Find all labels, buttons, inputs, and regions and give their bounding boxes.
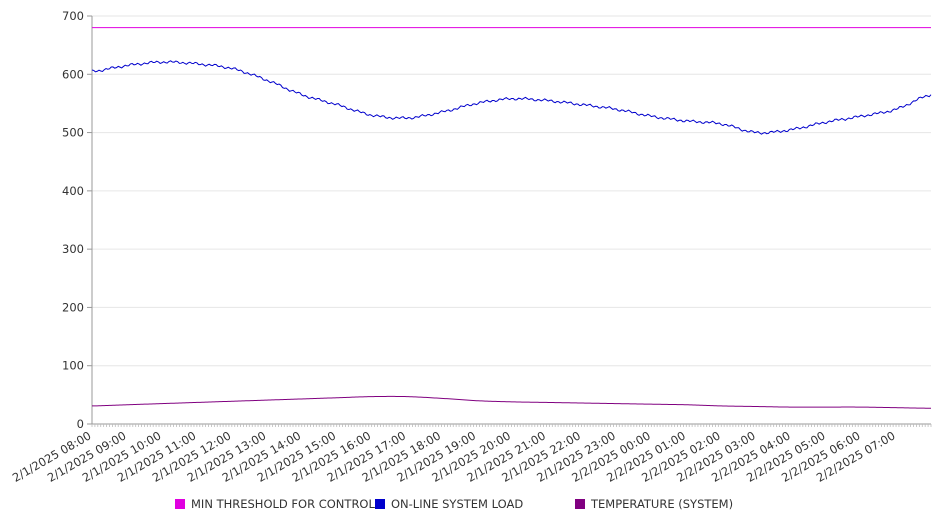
chart-legend: MIN THRESHOLD FOR CONTROL ON-LINE SYSTEM … [0,497,946,515]
legend-item-1[interactable]: ON-LINE SYSTEM LOAD [375,497,523,511]
legend-label-2: TEMPERATURE (SYSTEM) [591,497,734,511]
y-tick-label-4: 400 [62,184,84,198]
y-tick-labels: 0 100 200 300 400 500 600 700 [62,9,84,431]
grid-lines [92,15,931,367]
legend-label-1: ON-LINE SYSTEM LOAD [391,497,524,511]
axes [87,15,932,427]
y-tick-label-6: 600 [62,67,84,81]
series-lines [91,27,932,409]
legend-label-0: MIN THRESHOLD FOR CONTROL [191,497,375,511]
legend-item-0[interactable]: MIN THRESHOLD FOR CONTROL [175,497,375,511]
y-tick-label-5: 500 [62,126,84,140]
series-line-1 [91,60,932,135]
x-tick-labels: 2/1/2025 08:002/1/2025 09:002/1/2025 10:… [10,428,898,484]
y-tick-label-1: 100 [62,359,84,373]
y-tick-label-7: 700 [62,9,84,23]
series-line-2 [91,395,932,409]
legend-swatch-0 [175,499,185,509]
y-tick-label-3: 300 [62,242,84,256]
legend-swatch-2 [575,499,585,509]
legend-swatch-1 [375,499,385,509]
y-tick-label-0: 0 [77,417,84,431]
legend-item-2[interactable]: TEMPERATURE (SYSTEM) [575,497,733,511]
y-tick-label-2: 200 [62,300,84,314]
